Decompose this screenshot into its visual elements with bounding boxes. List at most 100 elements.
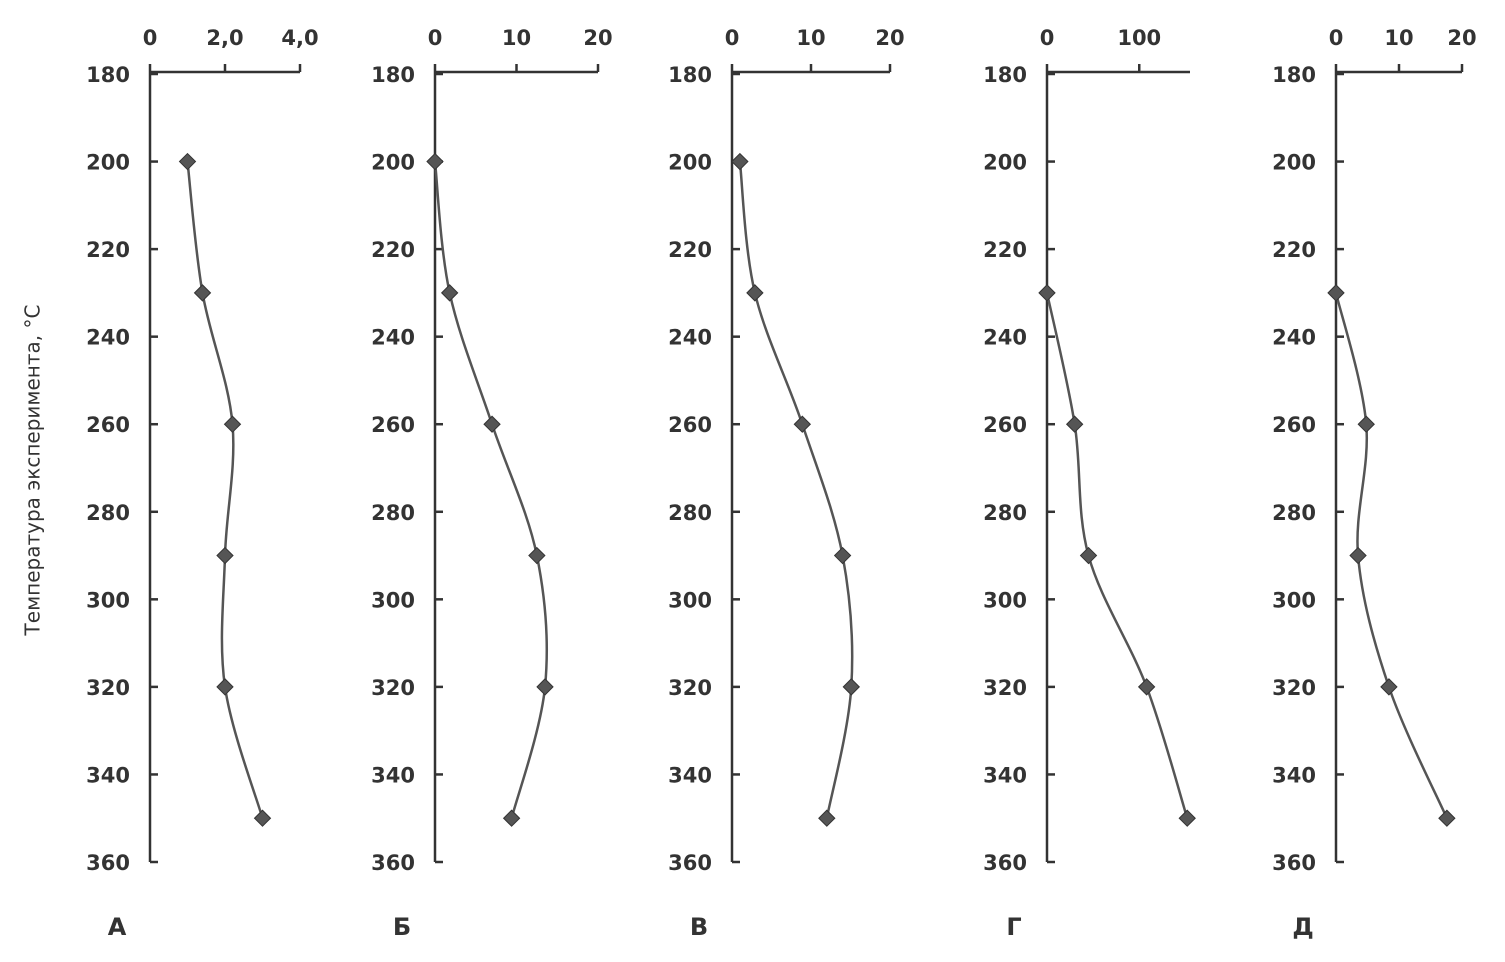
temperature-tick-label: 240 xyxy=(86,326,130,350)
temperature-tick-label: 360 xyxy=(371,851,415,875)
temperature-tick-label: 320 xyxy=(668,676,712,700)
value-tick-label: 0 xyxy=(428,26,443,50)
temperature-axis-title: Температура эксперимента, °C xyxy=(21,305,45,637)
value-tick-label: 10 xyxy=(796,26,825,50)
marker xyxy=(178,152,197,171)
marker xyxy=(1327,284,1345,302)
marker xyxy=(1137,678,1156,696)
temperature-tick-label: 300 xyxy=(983,588,1027,612)
temperature-tick-label: 180 xyxy=(668,63,712,87)
panel-label: А xyxy=(108,913,127,941)
temperature-tick-label: 260 xyxy=(983,413,1027,437)
temperature-tick-label: 320 xyxy=(86,676,130,700)
temperature-tick-label: 220 xyxy=(86,238,130,262)
marker xyxy=(731,152,749,171)
value-tick-label: 2,0 xyxy=(206,26,243,50)
data-line xyxy=(1045,292,1189,819)
panel-label: В xyxy=(690,913,708,941)
temperature-tick-label: 280 xyxy=(668,501,712,525)
temperature-tick-label: 360 xyxy=(1272,851,1316,875)
temperature-tick-label: 200 xyxy=(1272,151,1316,175)
temperature-tick-label: 300 xyxy=(668,588,712,612)
panel-label: Б xyxy=(393,913,411,941)
value-tick-label: 0 xyxy=(143,26,158,50)
temperature-tick-label: 340 xyxy=(371,763,415,787)
value-tick-label: 20 xyxy=(1447,26,1476,50)
temperature-tick-label: 200 xyxy=(86,151,130,175)
marker xyxy=(193,284,212,302)
temperature-tick-label: 180 xyxy=(983,63,1027,87)
marker xyxy=(502,809,521,827)
data-line xyxy=(186,161,264,819)
temperature-tick-label: 200 xyxy=(371,151,415,175)
temperature-tick-label: 240 xyxy=(983,326,1027,350)
temperature-tick-label: 340 xyxy=(86,763,130,787)
marker xyxy=(253,809,272,827)
temperature-tick-label: 340 xyxy=(668,763,712,787)
marker xyxy=(746,284,764,302)
temperature-tick-label: 260 xyxy=(86,413,130,437)
value-tick-label: 0 xyxy=(725,26,740,50)
value-tick-label: 20 xyxy=(583,26,612,50)
marker xyxy=(818,809,836,827)
temperature-tick-label: 340 xyxy=(1272,763,1316,787)
temperature-tick-label: 280 xyxy=(983,501,1027,525)
marker xyxy=(440,284,459,302)
marker xyxy=(842,678,860,696)
marker xyxy=(1380,678,1398,696)
temperature-tick-label: 260 xyxy=(1272,413,1316,437)
temperature-tick-label: 360 xyxy=(668,851,712,875)
marker xyxy=(1065,415,1084,433)
temperature-tick-label: 340 xyxy=(983,763,1027,787)
temperature-tick-label: 280 xyxy=(86,501,130,525)
marker xyxy=(1038,284,1056,302)
value-tick-label: 20 xyxy=(875,26,904,50)
temperature-tick-label: 320 xyxy=(371,676,415,700)
value-tick-label: 0 xyxy=(1329,26,1344,50)
temperature-tick-label: 220 xyxy=(1272,238,1316,262)
value-tick-label: 100 xyxy=(1117,26,1161,50)
temperature-tick-label: 320 xyxy=(1272,676,1316,700)
marker xyxy=(1357,415,1375,433)
data-line xyxy=(433,161,549,819)
panel-label: Г xyxy=(1006,913,1021,941)
panel-label: Д xyxy=(1292,913,1313,941)
marker xyxy=(1349,546,1367,565)
marker xyxy=(426,152,444,171)
marker xyxy=(483,415,501,433)
value-tick-label: 10 xyxy=(502,26,531,50)
temperature-tick-label: 280 xyxy=(371,501,415,525)
temperature-tick-label: 300 xyxy=(1272,588,1316,612)
value-tick-label: 4,0 xyxy=(281,26,318,50)
marker xyxy=(833,546,852,565)
temperature-tick-label: 320 xyxy=(983,676,1027,700)
marker xyxy=(1438,809,1456,827)
temperature-tick-label: 360 xyxy=(983,851,1027,875)
temperature-tick-label: 220 xyxy=(371,238,415,262)
temperature-tick-label: 360 xyxy=(86,851,130,875)
marker xyxy=(223,415,242,433)
temperature-tick-label: 280 xyxy=(1272,501,1316,525)
marker xyxy=(536,678,554,696)
temperature-tick-label: 220 xyxy=(983,238,1027,262)
value-tick-label: 0 xyxy=(1040,26,1055,50)
temperature-tick-label: 240 xyxy=(371,326,415,350)
temperature-tick-label: 180 xyxy=(371,63,415,87)
temperature-tick-label: 260 xyxy=(668,413,712,437)
temperature-tick-label: 240 xyxy=(1272,326,1316,350)
temperature-tick-label: 300 xyxy=(86,588,130,612)
marker xyxy=(528,546,546,565)
temperature-tick-label: 300 xyxy=(371,588,415,612)
temperature-tick-label: 180 xyxy=(86,63,130,87)
temperature-tick-label: 220 xyxy=(668,238,712,262)
marker xyxy=(216,678,234,696)
value-tick-label: 10 xyxy=(1384,26,1413,50)
marker xyxy=(1079,546,1098,565)
marker xyxy=(216,546,234,565)
data-line xyxy=(738,161,854,819)
marker xyxy=(793,415,812,433)
temperature-tick-label: 200 xyxy=(668,151,712,175)
temperature-tick-label: 240 xyxy=(668,326,712,350)
temperature-tick-label: 200 xyxy=(983,151,1027,175)
